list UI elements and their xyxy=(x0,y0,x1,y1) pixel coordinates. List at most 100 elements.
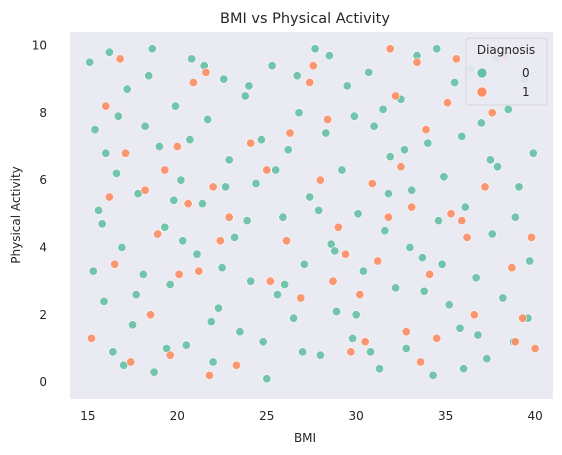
point-series-1-50 xyxy=(425,269,435,279)
point-series-1-27 xyxy=(285,128,295,138)
point-series-0-0 xyxy=(85,57,95,67)
legend-marker-1 xyxy=(476,86,488,98)
point-series-0-29 xyxy=(235,327,245,337)
point-series-1-20 xyxy=(215,236,225,246)
point-series-0-16 xyxy=(165,279,175,289)
y-tick-label-1: 2 xyxy=(39,308,47,322)
point-series-0-5 xyxy=(108,347,118,357)
point-series-0-7 xyxy=(117,243,127,253)
point-series-1-16 xyxy=(194,266,204,276)
point-series-1-6 xyxy=(126,357,136,367)
point-series-0-73 xyxy=(471,273,481,283)
point-series-0-99 xyxy=(405,243,415,253)
point-series-0-71 xyxy=(460,202,470,212)
point-series-0-79 xyxy=(503,104,513,114)
point-series-1-1 xyxy=(101,101,111,111)
y-tick-label-0: 0 xyxy=(39,375,47,389)
point-series-1-55 xyxy=(457,216,467,226)
point-series-1-40 xyxy=(373,256,383,266)
point-series-0-32 xyxy=(251,179,261,189)
points-layer xyxy=(85,44,540,384)
point-series-0-104 xyxy=(97,219,107,229)
point-series-0-102 xyxy=(485,155,495,165)
point-series-0-120 xyxy=(221,182,231,192)
y-axis-label: Physical Activity xyxy=(9,166,23,264)
point-series-1-38 xyxy=(360,337,370,347)
point-series-0-69 xyxy=(450,78,460,88)
point-series-0-75 xyxy=(482,354,492,364)
point-series-1-32 xyxy=(323,115,333,125)
point-series-0-54 xyxy=(369,121,379,131)
point-series-1-49 xyxy=(421,125,431,135)
point-series-1-58 xyxy=(480,182,490,192)
point-series-0-107 xyxy=(206,317,216,327)
point-series-0-27 xyxy=(224,155,234,165)
point-series-1-35 xyxy=(340,249,350,259)
legend: Diagnosis 0 1 xyxy=(465,37,548,106)
point-series-0-109 xyxy=(280,279,290,289)
point-series-0-93 xyxy=(244,81,254,91)
point-series-1-19 xyxy=(208,182,218,192)
point-series-0-118 xyxy=(147,44,157,54)
point-series-0-98 xyxy=(378,104,388,114)
point-series-0-9 xyxy=(128,320,138,330)
legend-box xyxy=(465,37,548,106)
point-series-0-55 xyxy=(374,364,384,374)
point-series-0-61 xyxy=(407,185,417,195)
point-series-1-30 xyxy=(308,61,318,71)
point-series-0-113 xyxy=(419,286,429,296)
point-series-0-30 xyxy=(240,91,250,101)
point-series-1-48 xyxy=(416,357,426,367)
x-tick-label-2: 25 xyxy=(259,409,274,423)
point-series-0-6 xyxy=(112,168,122,178)
point-series-1-12 xyxy=(172,142,182,152)
point-series-0-96 xyxy=(324,51,334,61)
y-tick-label-5: 10 xyxy=(32,39,47,53)
point-series-0-114 xyxy=(457,131,467,141)
point-series-1-61 xyxy=(507,263,517,273)
point-series-0-18 xyxy=(176,175,186,185)
point-series-0-40 xyxy=(294,108,304,118)
point-series-0-74 xyxy=(476,118,486,128)
point-series-1-36 xyxy=(346,347,356,357)
point-series-1-15 xyxy=(188,78,198,88)
point-series-0-94 xyxy=(271,165,281,175)
point-series-0-108 xyxy=(242,216,252,226)
point-series-1-5 xyxy=(121,148,131,158)
point-series-0-15 xyxy=(160,222,170,232)
legend-label-1: 1 xyxy=(522,85,530,99)
point-series-0-43 xyxy=(310,44,320,54)
point-series-0-3 xyxy=(99,296,109,306)
point-series-1-29 xyxy=(305,78,315,88)
point-series-0-86 xyxy=(101,148,111,158)
point-series-0-44 xyxy=(315,350,325,360)
point-series-1-17 xyxy=(201,67,211,77)
point-series-0-112 xyxy=(383,189,393,199)
x-tick-label-4: 35 xyxy=(438,409,453,423)
point-series-0-88 xyxy=(140,121,150,131)
x-axis-label: BMI xyxy=(294,431,316,445)
point-series-0-103 xyxy=(510,212,520,222)
point-series-0-49 xyxy=(342,81,352,91)
point-series-0-85 xyxy=(88,266,98,276)
point-series-0-14 xyxy=(154,142,164,152)
point-series-1-42 xyxy=(385,44,395,54)
point-series-0-33 xyxy=(256,135,266,145)
point-series-1-9 xyxy=(153,229,163,239)
point-series-0-110 xyxy=(314,205,324,215)
point-series-1-46 xyxy=(407,202,417,212)
y-tick-label-2: 4 xyxy=(39,241,47,255)
x-tick-label-1: 20 xyxy=(170,409,185,423)
point-series-0-77 xyxy=(492,162,502,172)
point-series-0-24 xyxy=(208,357,218,367)
point-series-1-14 xyxy=(183,199,193,209)
point-series-0-2 xyxy=(94,205,104,215)
legend-title: Diagnosis xyxy=(477,43,535,57)
point-series-1-3 xyxy=(110,259,120,269)
point-series-0-12 xyxy=(144,71,154,81)
point-series-0-37 xyxy=(278,212,288,222)
point-series-1-8 xyxy=(146,310,156,320)
legend-marker-0 xyxy=(476,67,488,79)
point-series-0-105 xyxy=(131,290,141,300)
point-series-0-70 xyxy=(455,323,465,333)
